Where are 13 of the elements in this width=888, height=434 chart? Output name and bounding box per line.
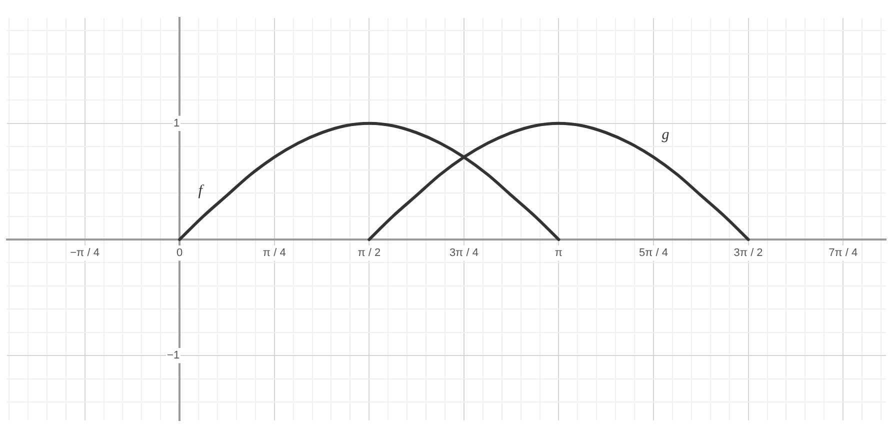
x-tick-label: 5π / 4: [639, 247, 668, 260]
series-label: f: [198, 183, 204, 200]
x-tick-label: −π / 4: [70, 247, 100, 260]
y-tick-label: −1: [167, 350, 180, 362]
x-tick-label: 3π / 2: [734, 247, 763, 260]
x-tick-label: π: [554, 247, 563, 260]
x-tick-label: 3π / 4: [449, 247, 478, 260]
x-tick-label: 0: [176, 247, 183, 260]
y-tick-label: 1: [173, 117, 180, 130]
x-tick-label: π / 2: [358, 247, 381, 260]
series-label: g: [662, 127, 670, 144]
x-tick-label: π / 4: [262, 247, 286, 260]
x-tick-label: 7π / 4: [828, 247, 858, 260]
